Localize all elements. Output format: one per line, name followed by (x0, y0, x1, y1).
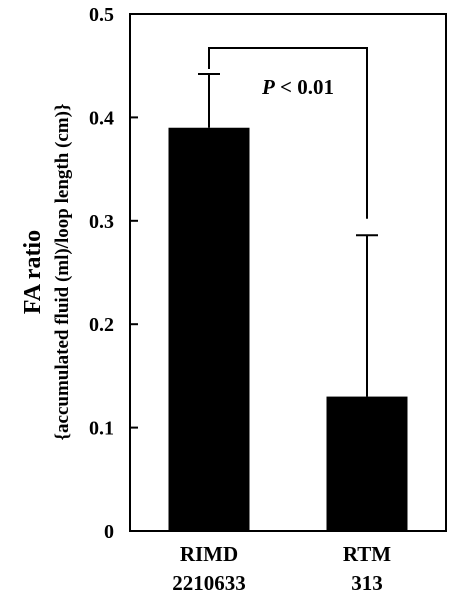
bar (326, 396, 408, 531)
significance-bracket (208, 47, 368, 219)
y-axis-title: FA ratio {accumulated fluid (ml)/loop le… (20, 104, 73, 441)
y-axis: 0 0.1 0.2 0.3 0.4 0.5 (89, 4, 138, 543)
bars (168, 127, 408, 532)
x-axis: RIMD 2210633 RTM 313 (172, 542, 391, 595)
y-axis-label-sub: {accumulated fluid (ml)/loop length (cm)… (52, 104, 73, 441)
y-tick-label: 0.2 (89, 314, 114, 336)
y-tick-label: 0.4 (89, 107, 114, 129)
x-category-label: 2210633 (172, 571, 246, 595)
y-tick-label: 0.1 (89, 418, 114, 440)
x-category-label: RIMD (180, 542, 238, 566)
p-value-text: < 0.01 (275, 75, 334, 99)
p-symbol: P (261, 75, 275, 99)
x-category-label: 313 (351, 571, 383, 595)
p-value-annotation: P < 0.01 (261, 75, 334, 99)
plot-frame (129, 13, 447, 532)
y-tick-label: 0.3 (89, 211, 114, 233)
bracket-line (208, 47, 368, 219)
y-tick-label: 0 (104, 521, 114, 543)
y-axis-label-main: FA ratio (20, 230, 46, 314)
bar (168, 127, 250, 532)
x-category-label: RTM (343, 542, 391, 566)
y-tick-label: 0.5 (89, 4, 114, 26)
error-bars (198, 72, 378, 397)
